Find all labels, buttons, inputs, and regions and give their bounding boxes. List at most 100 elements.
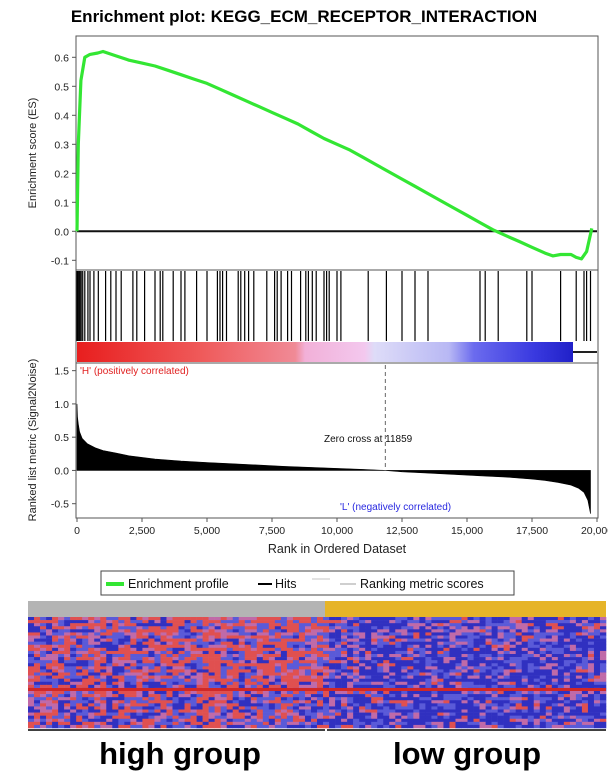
- heatmap-cell: [582, 682, 588, 685]
- heatmap-cell: [600, 676, 606, 679]
- heatmap-cell: [600, 617, 606, 620]
- heatmap-cell: [443, 632, 449, 635]
- high-group-bar: [28, 601, 325, 617]
- heatmap-cell: [564, 706, 570, 709]
- heatmap-cell: [197, 651, 203, 654]
- heatmap-cell: [377, 719, 383, 722]
- heatmap-cell: [588, 623, 594, 626]
- heatmap-cell: [588, 691, 594, 694]
- heatmap-cell: [154, 620, 160, 623]
- heatmap-cell: [353, 636, 359, 639]
- heatmap-cell: [425, 713, 431, 716]
- heatmap-cell: [431, 654, 437, 657]
- x-tick-label: 17,500: [516, 525, 548, 537]
- heatmap-cell: [534, 713, 540, 716]
- heatmap-cell: [293, 629, 299, 632]
- heatmap-cell: [347, 679, 353, 682]
- heatmap-cell: [455, 673, 461, 676]
- heatmap-cell: [305, 700, 311, 703]
- heatmap-cell: [215, 722, 221, 725]
- heatmap-cell: [552, 685, 558, 688]
- heatmap-cell: [510, 617, 516, 620]
- heatmap-cell: [100, 629, 106, 632]
- heatmap-cell: [600, 632, 606, 635]
- heatmap-cell: [522, 648, 528, 651]
- heatmap-cell: [317, 703, 323, 706]
- heatmap-cell: [443, 617, 449, 620]
- heatmap-cell: [540, 629, 546, 632]
- heatmap-cell: [558, 645, 564, 648]
- heatmap-cell: [88, 626, 94, 629]
- heatmap-cell: [365, 629, 371, 632]
- heatmap-cell: [257, 682, 263, 685]
- heatmap-cell: [407, 666, 413, 669]
- heatmap-cell: [76, 639, 82, 642]
- heatmap-cell: [425, 719, 431, 722]
- heatmap-cell: [124, 657, 130, 660]
- heatmap-cell: [455, 697, 461, 700]
- heatmap-cell: [287, 645, 293, 648]
- heatmap-cell: [455, 666, 461, 669]
- heatmap-cell: [34, 660, 40, 663]
- heatmap-cell: [185, 666, 191, 669]
- heatmap-cell: [347, 660, 353, 663]
- heatmap-cell: [455, 626, 461, 629]
- heatmap-cell: [588, 716, 594, 719]
- heatmap-cell: [377, 648, 383, 651]
- heatmap-cell: [179, 626, 185, 629]
- heatmap-cell: [407, 636, 413, 639]
- heatmap-cell: [197, 691, 203, 694]
- heatmap-cell: [245, 629, 251, 632]
- heatmap-cell: [154, 694, 160, 697]
- heatmap-cell: [474, 685, 480, 688]
- heatmap-cell: [600, 691, 606, 694]
- heatmap-cell: [52, 632, 58, 635]
- heatmap-cell: [148, 676, 154, 679]
- heatmap-cell: [317, 722, 323, 725]
- heatmap-cell: [275, 642, 281, 645]
- heatmap-cell: [124, 632, 130, 635]
- heatmap-cell: [118, 657, 124, 660]
- heatmap-cell: [257, 663, 263, 666]
- heatmap-cell: [528, 663, 534, 666]
- heatmap-cell: [130, 632, 136, 635]
- heatmap-cell: [233, 669, 239, 672]
- expression-heatmap: [28, 617, 606, 728]
- heatmap-cell: [82, 623, 88, 626]
- heatmap-cell: [486, 710, 492, 713]
- heatmap-cell: [311, 651, 317, 654]
- heatmap-cell: [263, 629, 269, 632]
- heatmap-cell: [70, 691, 76, 694]
- heatmap-cell: [305, 706, 311, 709]
- heatmap-cell: [455, 629, 461, 632]
- heatmap-cell: [305, 651, 311, 654]
- heatmap-cell: [209, 716, 215, 719]
- heatmap-cell: [552, 654, 558, 657]
- heatmap-cell: [287, 642, 293, 645]
- heatmap-cell: [389, 694, 395, 697]
- heatmap-cell: [329, 645, 335, 648]
- heatmap-cell: [534, 719, 540, 722]
- heatmap-cell: [257, 666, 263, 669]
- heatmap-cell: [64, 663, 70, 666]
- heatmap-cell: [154, 685, 160, 688]
- heatmap-cell: [233, 725, 239, 728]
- heatmap-cell: [347, 645, 353, 648]
- heatmap-cell: [317, 654, 323, 657]
- heatmap-cell: [311, 722, 317, 725]
- heatmap-cell: [383, 663, 389, 666]
- heatmap-cell: [407, 713, 413, 716]
- heatmap-cell: [52, 679, 58, 682]
- heatmap-cell: [528, 716, 534, 719]
- heatmap-cell: [455, 660, 461, 663]
- heatmap-cell: [335, 639, 341, 642]
- heatmap-cell: [251, 719, 257, 722]
- heatmap-cell: [359, 642, 365, 645]
- heatmap-cell: [299, 710, 305, 713]
- heatmap-cell: [263, 660, 269, 663]
- heatmap-cell: [425, 663, 431, 666]
- heatmap-cell: [347, 651, 353, 654]
- heatmap-cell: [275, 657, 281, 660]
- heatmap-cell: [558, 626, 564, 629]
- heatmap-cell: [341, 617, 347, 620]
